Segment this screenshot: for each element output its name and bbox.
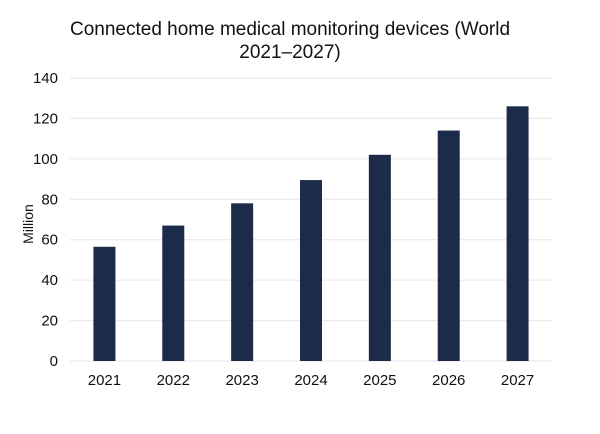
chart-title-line-1: Connected home medical monitoring device… xyxy=(69,19,511,40)
bar-2023 xyxy=(231,203,254,361)
x-tick-label: 2025 xyxy=(363,372,396,389)
x-tick-label: 2022 xyxy=(157,372,190,389)
x-tick-label: 2023 xyxy=(225,372,258,389)
bar-2022 xyxy=(162,225,185,361)
bar-2027 xyxy=(506,106,529,361)
y-tick-label: 60 xyxy=(41,232,58,249)
y-tick-label: 120 xyxy=(33,110,58,127)
x-tick-label: 2024 xyxy=(294,372,327,389)
y-tick-label: 100 xyxy=(33,151,58,168)
y-tick-label: 40 xyxy=(41,272,58,289)
x-tick-label: 2021 xyxy=(88,372,121,389)
chart-title-line-2: 2021–2027) xyxy=(239,42,341,63)
x-tick-label: 2026 xyxy=(432,372,465,389)
bar-2024 xyxy=(300,180,322,361)
x-tick-label: 2027 xyxy=(501,372,534,389)
chart-title: Connected home medical monitoring device… xyxy=(0,18,580,64)
y-tick-label: 80 xyxy=(41,191,58,208)
bar-2025 xyxy=(368,154,391,361)
bar-2021 xyxy=(93,246,116,361)
y-tick-label: 140 xyxy=(33,70,58,87)
bar-2026 xyxy=(437,130,460,361)
y-tick-label: 0 xyxy=(50,353,58,370)
y-tick-label: 20 xyxy=(41,313,58,330)
